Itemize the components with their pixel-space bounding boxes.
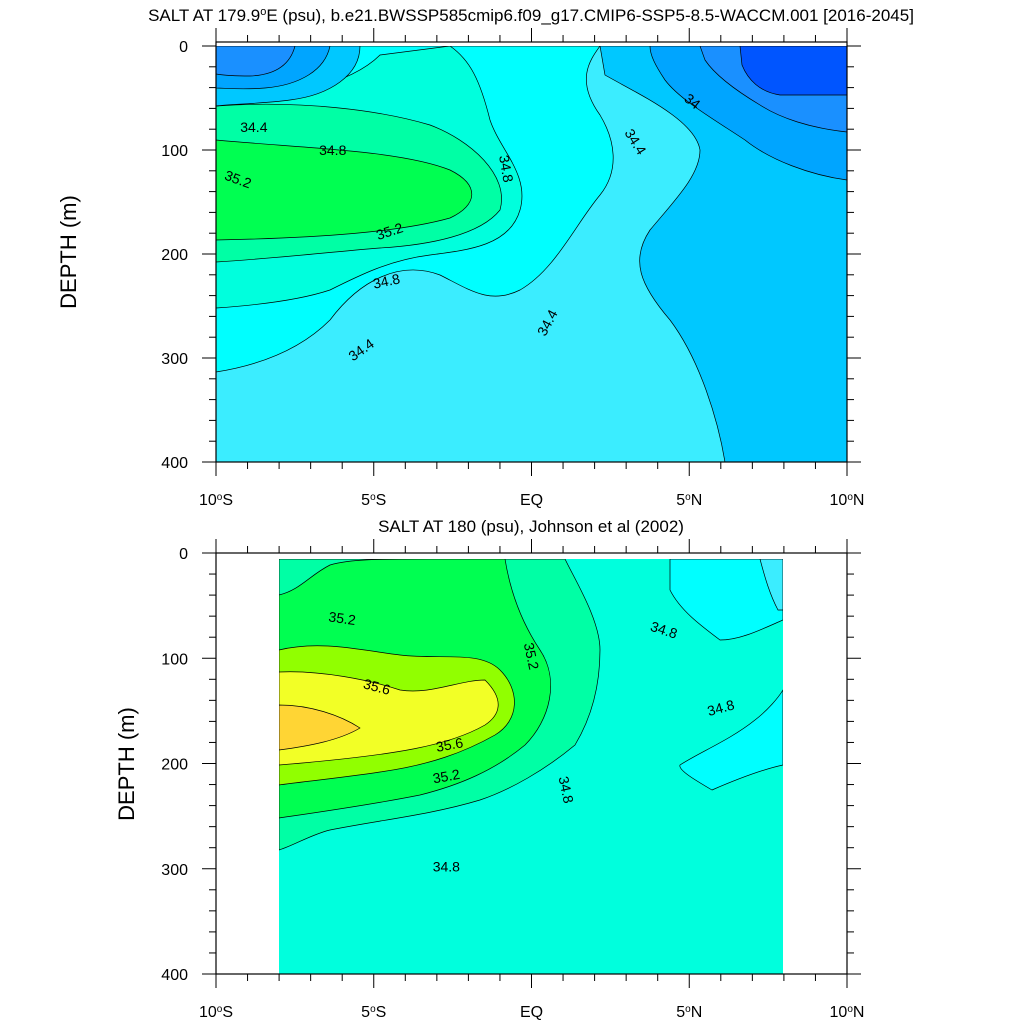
panel1-ylabel: DEPTH (m) — [56, 195, 81, 309]
contour-label: 34.8 — [433, 859, 460, 875]
y-tick-label: 300 — [161, 351, 188, 368]
contour-label: 35.6 — [362, 675, 393, 698]
x-tick-label: 5oN — [676, 1004, 702, 1022]
fill-35.6 — [279, 671, 499, 766]
contour-label: 34.8 — [706, 696, 737, 719]
contour-label-text: 34.4 — [240, 119, 267, 135]
panel1-contour-field — [216, 46, 847, 462]
x-tick-label: 10oS — [199, 1004, 233, 1022]
x-tick-label: EQ — [520, 1004, 543, 1021]
contour-label-text: 34.8 — [433, 859, 460, 875]
contour-label-text: 35.2 — [432, 766, 462, 787]
fill-35.2 — [216, 139, 473, 241]
y-tick-label: 100 — [161, 143, 188, 160]
contour-label: 34.8 — [371, 270, 401, 291]
panel1-x-axis: 10oS 5oS EQ 5oN 10oN — [199, 28, 864, 509]
contour-label-text: 35.2 — [328, 608, 357, 628]
contour-label: 34.8 — [556, 775, 577, 805]
panel2-x-axis: 10oS 5oS EQ 5oN 10oN — [199, 539, 864, 1021]
contour-label: 34.4 — [240, 119, 267, 135]
y-tick-label: 200 — [161, 757, 188, 774]
contour-label-text: 35.6 — [435, 734, 465, 755]
contour-label-text: 35.6 — [362, 675, 393, 698]
contour-label: 35.2 — [432, 766, 462, 787]
contour-label-text: 34.8 — [556, 775, 577, 805]
model-salinity-panel: SALT AT 179.9oE (psu), b.e21.BWSSP585cmi… — [56, 6, 914, 509]
y-tick-label: 200 — [161, 247, 188, 264]
contour-label: 35.2 — [521, 641, 542, 671]
fill-34.7-e — [679, 689, 783, 791]
contour-label-text: 34.8 — [371, 270, 401, 291]
contour-label-text: 35.2 — [521, 641, 542, 671]
panel2-ylabel: DEPTH (m) — [114, 707, 139, 821]
observed-salinity-panel: SALT AT 180 (psu), Johnson et al (2002) … — [114, 517, 864, 1021]
panel2-title: SALT AT 180 (psu), Johnson et al (2002) — [378, 517, 684, 536]
contour-label: 35.6 — [435, 734, 465, 755]
y-tick-label: 400 — [161, 455, 188, 472]
fill-34.7-ne — [669, 559, 783, 641]
fill-35.8 — [279, 704, 361, 751]
x-tick-label: EQ — [520, 492, 543, 509]
x-tick-label: 10oS — [199, 492, 233, 510]
y-tick-label: 300 — [161, 862, 188, 879]
contour-label-text: 34.8 — [319, 142, 346, 158]
fill-deep-ne — [739, 46, 847, 96]
panel1-y-axis: 0 100 200 300 400 — [161, 39, 861, 472]
x-tick-label: 5oN — [676, 492, 702, 510]
contour-label: 35.2 — [328, 608, 357, 628]
x-tick-label: 5oS — [361, 1004, 386, 1022]
contour-label-text: 34.8 — [496, 154, 517, 184]
contour-label: 34.8 — [319, 142, 346, 158]
y-tick-label: 400 — [161, 967, 188, 984]
fill-34.6-ne — [759, 559, 783, 611]
panel2-y-axis: 0 100 200 300 400 — [161, 546, 861, 984]
panel1-title: SALT AT 179.9oE (psu), b.e21.BWSSP585cmi… — [148, 6, 914, 25]
panel2-contour-field — [279, 559, 783, 974]
contour-label-text: 34.8 — [706, 696, 737, 719]
y-tick-label: 0 — [179, 546, 188, 563]
x-tick-label: 5oS — [361, 492, 386, 510]
x-tick-label: 10oN — [830, 1004, 865, 1022]
y-tick-label: 0 — [179, 39, 188, 56]
fill-34.0-sw — [216, 46, 296, 77]
x-tick-label: 10oN — [830, 492, 865, 510]
y-tick-label: 100 — [161, 651, 188, 668]
contour-label: 34.8 — [496, 154, 517, 184]
